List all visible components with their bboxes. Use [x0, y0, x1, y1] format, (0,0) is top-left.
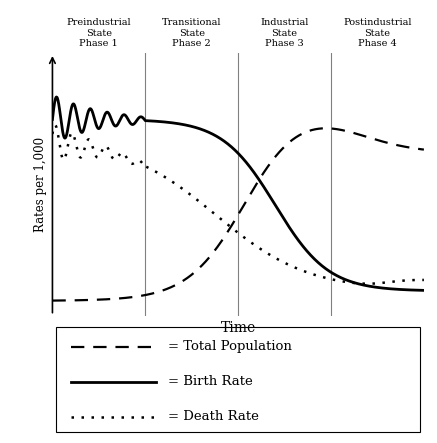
Text: Transitional
State
Phase 2: Transitional State Phase 2 — [162, 18, 222, 48]
Text: = Birth Rate: = Birth Rate — [168, 375, 252, 388]
Text: Postindustrial
State
Phase 4: Postindustrial State Phase 4 — [343, 18, 412, 48]
Text: Industrial
State
Phase 3: Industrial State Phase 3 — [260, 18, 309, 48]
Text: Preindustrial
State
Phase 1: Preindustrial State Phase 1 — [66, 18, 131, 48]
Text: = Death Rate: = Death Rate — [168, 410, 258, 423]
Y-axis label: Rates per 1,000: Rates per 1,000 — [34, 137, 47, 232]
X-axis label: Time: Time — [221, 321, 256, 335]
Text: = Total Population: = Total Population — [168, 340, 291, 353]
